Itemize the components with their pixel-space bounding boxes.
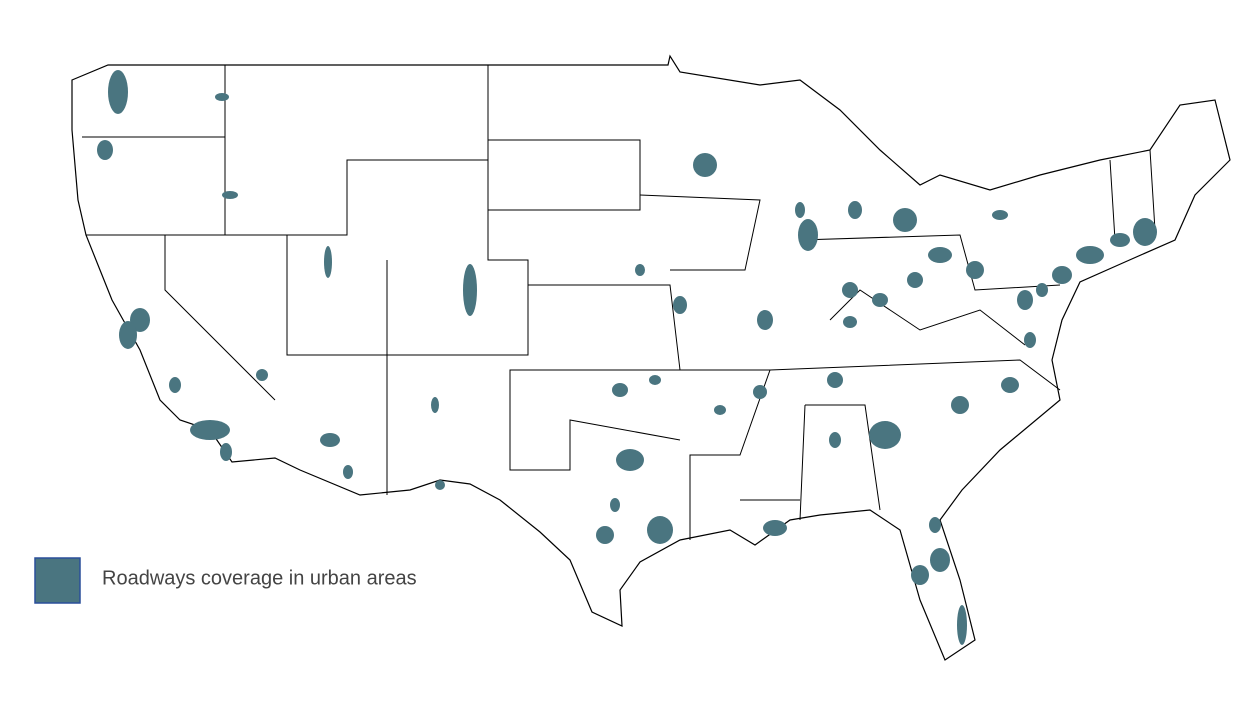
state-borders: [82, 65, 1156, 540]
legend-label: Roadways coverage in urban areas: [102, 567, 417, 589]
legend-swatch: [34, 557, 81, 604]
urban-areas: [97, 70, 1157, 645]
us-outline: [71, 54, 1231, 661]
